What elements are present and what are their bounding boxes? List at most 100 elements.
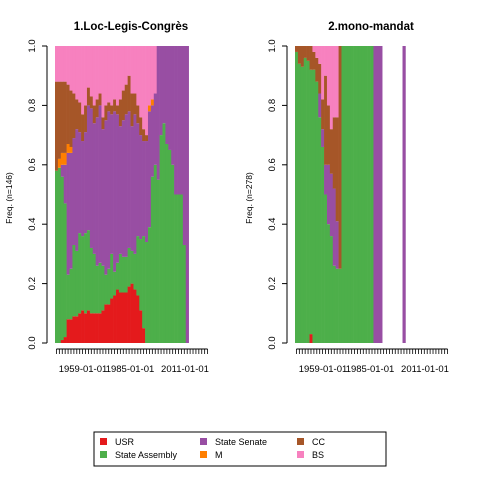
bar-segment-state-senate bbox=[162, 46, 166, 124]
bar-segment-state-assembly bbox=[86, 230, 91, 311]
y-tick-label: 0.8 bbox=[267, 99, 278, 112]
bar-segment-usr bbox=[86, 310, 91, 343]
bar-segment-state-senate bbox=[145, 141, 149, 243]
bar-segment-bs bbox=[57, 46, 62, 82]
bar-segment-cc bbox=[133, 93, 137, 115]
bar-segment-cc bbox=[303, 46, 307, 58]
bar-segment-state-assembly bbox=[92, 253, 96, 314]
bar-segment-state-senate bbox=[179, 46, 184, 195]
bar-segment-usr bbox=[72, 316, 76, 343]
bar-segment-cc bbox=[321, 99, 325, 130]
chart-panel-loc-legis-congres: 1.Loc-Legis-Congrès Freq. (n=146) 0.0 0.2… bbox=[4, 21, 209, 375]
bar-segment-state-senate bbox=[136, 123, 140, 237]
bar-segment-state-assembly bbox=[162, 123, 166, 343]
bar-segment-bs bbox=[113, 46, 117, 100]
bar-segment-state-assembly bbox=[174, 194, 178, 343]
bar-segment-usr bbox=[133, 289, 137, 343]
bar-segment-state-senate bbox=[171, 46, 175, 165]
bar-segment-state-senate bbox=[168, 46, 172, 150]
bar-segment-usr bbox=[118, 292, 123, 343]
bar-segment-state-assembly bbox=[145, 242, 149, 343]
bar-segment-state-assembly bbox=[130, 250, 134, 284]
bar-segment-state-assembly bbox=[72, 244, 76, 317]
y-tick-label: 0.6 bbox=[27, 158, 38, 171]
legend: USR State Assembly State Senate M CC BS bbox=[93, 431, 387, 467]
bar-segment-state-senate bbox=[107, 111, 111, 269]
bar-segment-cc bbox=[116, 105, 120, 115]
bar-segment-state-assembly bbox=[60, 176, 65, 341]
bar-segment-m bbox=[63, 152, 67, 165]
bar-segment-cc bbox=[78, 102, 82, 133]
bar-segment-bs bbox=[124, 46, 128, 85]
bar-segment-state-assembly bbox=[318, 117, 322, 343]
y-axis-label: Freq. (n=278) bbox=[244, 172, 254, 224]
bar-segment-state-assembly bbox=[124, 256, 128, 293]
bar-segment-cc bbox=[136, 105, 140, 124]
legend-label: M bbox=[215, 450, 223, 460]
bar-segment-bs bbox=[136, 46, 140, 106]
bar-segment-state-senate bbox=[92, 123, 96, 254]
y-tick-label: 0.4 bbox=[267, 218, 278, 231]
bar-segment-cc bbox=[324, 75, 328, 165]
bar-segment-state-senate bbox=[402, 46, 406, 343]
x-tick-label: 1985-01-01 bbox=[346, 364, 395, 375]
bar-segment-state-senate bbox=[121, 120, 126, 257]
x-tick-label: 2011-01-01 bbox=[401, 364, 449, 375]
bar-segment-state-senate bbox=[63, 164, 67, 204]
bar-segment-state-assembly bbox=[315, 81, 319, 343]
bar-segment-bs bbox=[145, 46, 149, 136]
bar-segment-state-assembly bbox=[297, 63, 302, 343]
bar-segment-state-assembly bbox=[312, 69, 316, 343]
bar-segment-state-assembly bbox=[139, 239, 143, 311]
bar-segment-bs bbox=[326, 46, 331, 106]
bar-segment-cc bbox=[69, 90, 73, 147]
legend-box bbox=[93, 431, 387, 467]
bar-segment-state-senate bbox=[153, 93, 157, 165]
legend-swatch bbox=[297, 438, 304, 445]
bar-segment-state-senate bbox=[116, 114, 120, 263]
bar-segment-state-assembly bbox=[335, 268, 339, 343]
legend-item-bs: BS bbox=[297, 450, 324, 460]
bar-segment-state-assembly bbox=[150, 176, 155, 343]
bar-segment-usr bbox=[75, 316, 79, 343]
bar-segment-state-assembly bbox=[104, 274, 108, 305]
bar-segment-state-senate bbox=[376, 46, 380, 343]
bar-segment-cc bbox=[98, 93, 102, 106]
bar-segment-state-assembly bbox=[326, 224, 331, 343]
bar-segment-bs bbox=[315, 46, 319, 58]
bar-segment-bs bbox=[89, 46, 94, 97]
bar-segment-state-assembly bbox=[110, 253, 114, 299]
bar-segment-state-senate bbox=[124, 114, 128, 257]
bar-segment-usr bbox=[89, 313, 94, 343]
bar-segment-state-assembly bbox=[341, 46, 345, 343]
bar-segment-state-senate bbox=[89, 108, 94, 248]
bar-segment-cc bbox=[57, 81, 62, 159]
bar-segment-bs bbox=[84, 46, 88, 106]
bar-segment-usr bbox=[81, 310, 85, 343]
bar-segment-cc bbox=[63, 81, 67, 153]
bar-segment-state-senate bbox=[60, 164, 65, 177]
bar-segment-usr bbox=[98, 313, 102, 343]
bar-segment-state-senate bbox=[373, 46, 377, 343]
bar-segment-state-senate bbox=[174, 46, 178, 195]
bar-segment-state-assembly bbox=[66, 274, 70, 320]
bar-segment-bs bbox=[147, 46, 152, 106]
bar-segment-bs bbox=[55, 46, 59, 82]
bar-segment-cc bbox=[107, 102, 111, 112]
bar-segment-bs bbox=[127, 46, 131, 76]
bar-segment-m bbox=[147, 105, 152, 112]
bar-segment-cc bbox=[338, 46, 342, 269]
bar-segment-state-assembly bbox=[350, 46, 354, 343]
bar-segment-m bbox=[69, 146, 73, 153]
x-axis bbox=[296, 348, 448, 354]
bar-segment-cc bbox=[81, 114, 85, 142]
bar-segment-cc bbox=[124, 84, 128, 115]
bar-segment-state-assembly bbox=[165, 144, 169, 343]
bar-segment-state-senate bbox=[185, 46, 189, 343]
bar-segment-state-assembly bbox=[303, 57, 307, 343]
bar-segment-usr bbox=[66, 319, 70, 343]
legend-swatch bbox=[200, 451, 207, 458]
bar-segment-usr bbox=[60, 340, 65, 343]
bar-segment-cc bbox=[130, 93, 134, 127]
